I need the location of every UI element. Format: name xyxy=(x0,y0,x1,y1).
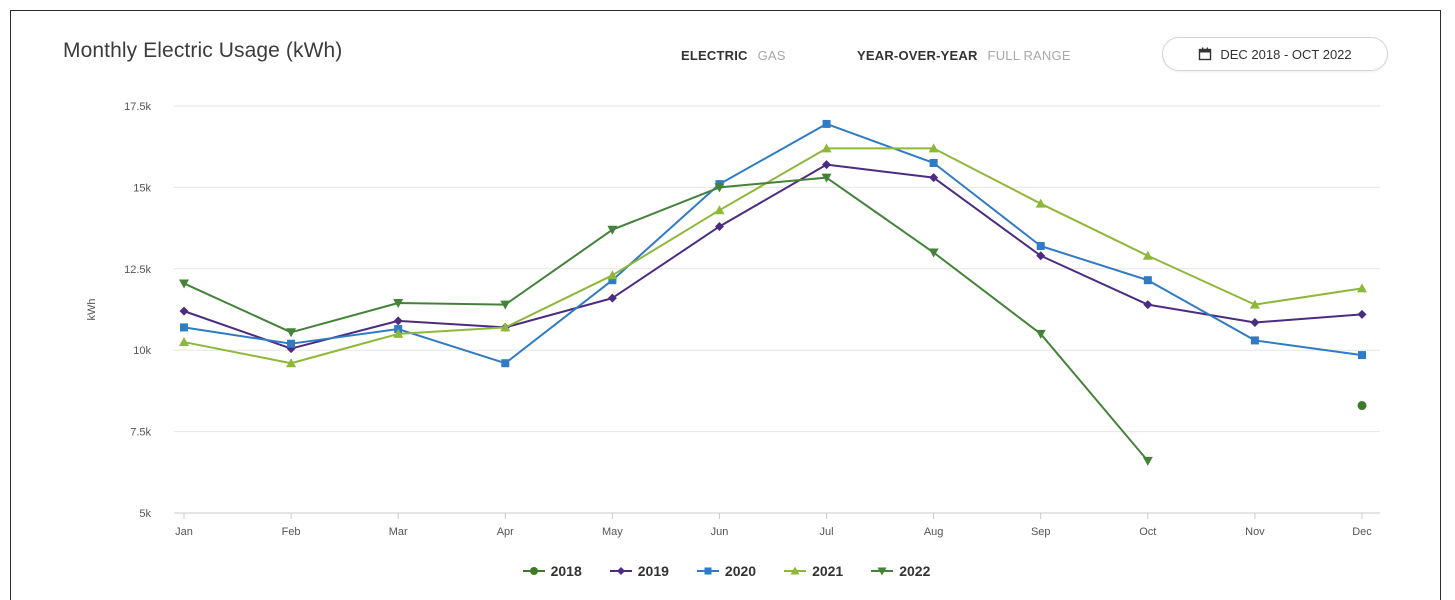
x-tick-label: Jul xyxy=(820,526,834,538)
data-point-2019 xyxy=(1250,318,1260,328)
full-range-toggle[interactable]: FULL RANGE xyxy=(987,48,1071,63)
y-tick-label: 17.5k xyxy=(124,101,151,113)
data-point-2022 xyxy=(179,279,189,289)
x-tick-label: Dec xyxy=(1352,526,1372,538)
y-tick-label: 7.5k xyxy=(130,427,151,439)
legend-item-2021[interactable]: 2021 xyxy=(784,563,843,579)
data-point-2020 xyxy=(501,359,510,368)
y-tick-label: 15k xyxy=(133,182,151,194)
series-line-2020 xyxy=(183,122,1363,365)
x-tick-label: Mar xyxy=(389,526,408,538)
data-point-2022 xyxy=(1142,456,1153,466)
calendar-icon xyxy=(1199,47,1212,61)
legend-item-2018[interactable]: 2018 xyxy=(522,563,582,579)
legend-label: 2019 xyxy=(637,563,669,579)
date-range-label: DEC 2018 - OCT 2022 xyxy=(1220,46,1352,62)
x-tick-label: Aug xyxy=(924,526,944,538)
date-range-button[interactable]: DEC 2018 - OCT 2022 xyxy=(1162,37,1388,71)
x-tick-label: Nov xyxy=(1245,526,1265,538)
data-point-2020 xyxy=(1358,351,1366,360)
x-tick-label: Jun xyxy=(711,526,729,538)
legend-swatch xyxy=(871,567,894,576)
data-point-2019 xyxy=(393,316,403,326)
data-point-2020 xyxy=(608,276,617,285)
data-point-2021 xyxy=(393,328,404,338)
data-point-2022 xyxy=(928,248,939,258)
legend-label: 2022 xyxy=(899,563,931,579)
data-point-2021 xyxy=(1249,299,1260,309)
series-line-2019 xyxy=(183,163,1363,350)
data-point-2019 xyxy=(1143,300,1153,310)
legend-swatch xyxy=(784,566,807,575)
x-tick-label: Apr xyxy=(497,526,514,538)
chart-legend: 2018 2019 2020 2021 2022 xyxy=(11,563,1442,579)
legend-item-2022[interactable]: 2022 xyxy=(871,563,930,579)
data-point-2018 xyxy=(1357,401,1367,411)
legend-swatch xyxy=(522,567,545,575)
data-point-2021 xyxy=(821,143,832,153)
data-point-2020 xyxy=(180,323,188,332)
legend-swatch xyxy=(696,567,719,575)
data-point-2021 xyxy=(1035,198,1046,208)
data-point-2020 xyxy=(287,339,296,348)
data-point-2021 xyxy=(1142,250,1153,260)
x-tick-label: Oct xyxy=(1139,526,1156,538)
data-point-2022 xyxy=(393,298,404,308)
range-toggle: YEAR-OVER-YEAR FULL RANGE xyxy=(857,48,1071,63)
data-point-2020 xyxy=(822,119,831,128)
legend-label: 2020 xyxy=(724,563,757,579)
y-axis-label: kWh xyxy=(86,299,98,321)
data-point-2022 xyxy=(821,173,832,183)
data-point-2022 xyxy=(714,183,725,193)
chart-title: Monthly Electric Usage (kWh) xyxy=(63,39,343,62)
data-point-2022 xyxy=(286,328,297,338)
y-tick-label: 10k xyxy=(133,345,151,357)
data-point-2020 xyxy=(929,158,938,167)
x-tick-label: May xyxy=(602,526,623,538)
x-tick-label: Sep xyxy=(1031,526,1051,538)
data-point-2021 xyxy=(607,270,618,280)
legend-item-2019[interactable]: 2019 xyxy=(609,563,669,579)
electric-toggle[interactable]: ELECTRIC xyxy=(681,48,748,63)
data-point-2019 xyxy=(1036,251,1046,261)
gas-toggle[interactable]: GAS xyxy=(757,48,786,63)
data-point-2021 xyxy=(500,322,511,332)
x-tick-label: Jan xyxy=(175,526,193,538)
x-tick-label: Feb xyxy=(282,526,301,538)
year-over-year-toggle[interactable]: YEAR-OVER-YEAR xyxy=(857,48,978,63)
data-point-2020 xyxy=(1036,242,1045,251)
series-line-2022 xyxy=(183,176,1149,462)
data-point-2021 xyxy=(179,337,189,347)
legend-label: 2018 xyxy=(550,563,582,579)
legend-item-2020[interactable]: 2020 xyxy=(696,563,757,579)
data-point-2021 xyxy=(928,143,939,153)
y-tick-label: 12.5k xyxy=(124,264,151,276)
data-point-2021 xyxy=(1357,283,1367,293)
data-point-2021 xyxy=(286,358,297,368)
chart-card: Monthly Electric Usage (kWh) ELECTRIC GAS… xyxy=(10,10,1441,600)
data-point-2019 xyxy=(179,306,189,316)
data-point-2019 xyxy=(714,221,724,231)
data-point-2019 xyxy=(929,173,939,183)
data-point-2019 xyxy=(607,293,617,303)
data-point-2022 xyxy=(1035,329,1046,339)
data-point-2021 xyxy=(714,205,725,215)
data-point-2022 xyxy=(500,300,511,310)
fuel-toggle: ELECTRIC GAS xyxy=(681,48,786,63)
series-line-2021 xyxy=(183,147,1363,365)
data-point-2019 xyxy=(822,160,832,170)
y-tick-label: 5k xyxy=(139,508,151,520)
data-point-2019 xyxy=(1357,309,1367,319)
legend-label: 2021 xyxy=(812,563,844,579)
line-chart: 5k 7.5k 10k 12.5k 15k 17.5k kWh Jan Feb Mar Apr May… xyxy=(86,101,1380,538)
legend-swatch xyxy=(609,567,632,575)
data-point-2022 xyxy=(607,225,618,235)
data-point-2020 xyxy=(1143,276,1152,285)
data-point-2020 xyxy=(1250,336,1259,345)
